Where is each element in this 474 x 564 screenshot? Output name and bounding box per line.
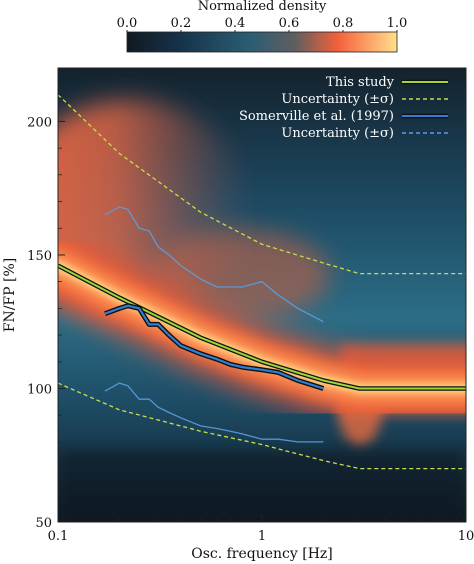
colorbar: Normalized density 0.0 0.2 0.4 0.6 0.8 1.0 — [117, 0, 408, 53]
series-this-study — [58, 264, 466, 390]
x-axis-ticks: 0.1 1 10 — [48, 515, 474, 544]
colorbar-tick-label: 0.4 — [225, 16, 246, 31]
colorbar-tick-label: 1.0 — [387, 16, 408, 31]
legend: This study Uncertainty (±σ) Somerville et … — [239, 75, 448, 141]
y-tick-label: 200 — [27, 115, 52, 130]
colorbar-gradient — [126, 31, 398, 53]
colorbar-ticks: 0.0 0.2 0.4 0.6 0.8 1.0 — [117, 16, 408, 32]
series-uncertainty-this-study — [58, 382, 466, 470]
series-layer — [58, 94, 466, 470]
colorbar-tick-label: 0.8 — [333, 16, 354, 31]
legend-label: Somerville et al. (1997) — [239, 109, 394, 124]
colorbar-label: Normalized density — [198, 0, 327, 14]
y-tick-label: 100 — [27, 382, 52, 397]
colorbar-tick-label: 0.6 — [279, 16, 300, 31]
y-axis-ticks: 50 100 150 200 — [27, 67, 65, 531]
x-tick-label: 0.1 — [48, 529, 69, 544]
plot-area — [58, 68, 466, 522]
legend-label: This study — [326, 75, 395, 90]
x-tick-label: 10 — [458, 529, 474, 544]
density-lower-dark — [58, 450, 466, 522]
colorbar-tick-label: 0.2 — [171, 16, 192, 31]
y-axis-label: FN/FP [%] — [2, 258, 18, 333]
colorbar-tick-label: 0.0 — [117, 16, 138, 31]
x-axis-label: Osc. frequency [Hz] — [191, 546, 333, 562]
series-uncertainty-somerville — [104, 206, 324, 323]
y-tick-label: 150 — [27, 249, 52, 264]
legend-label: Uncertainty (±σ) — [281, 126, 394, 141]
series-uncertainty-this-study — [58, 94, 466, 275]
series-somerville — [104, 304, 324, 390]
legend-label: Uncertainty (±σ) — [281, 92, 394, 107]
series-uncertainty-somerville — [104, 382, 324, 443]
y-tick-label: 50 — [35, 516, 52, 531]
x-tick-label: 1 — [258, 529, 266, 544]
